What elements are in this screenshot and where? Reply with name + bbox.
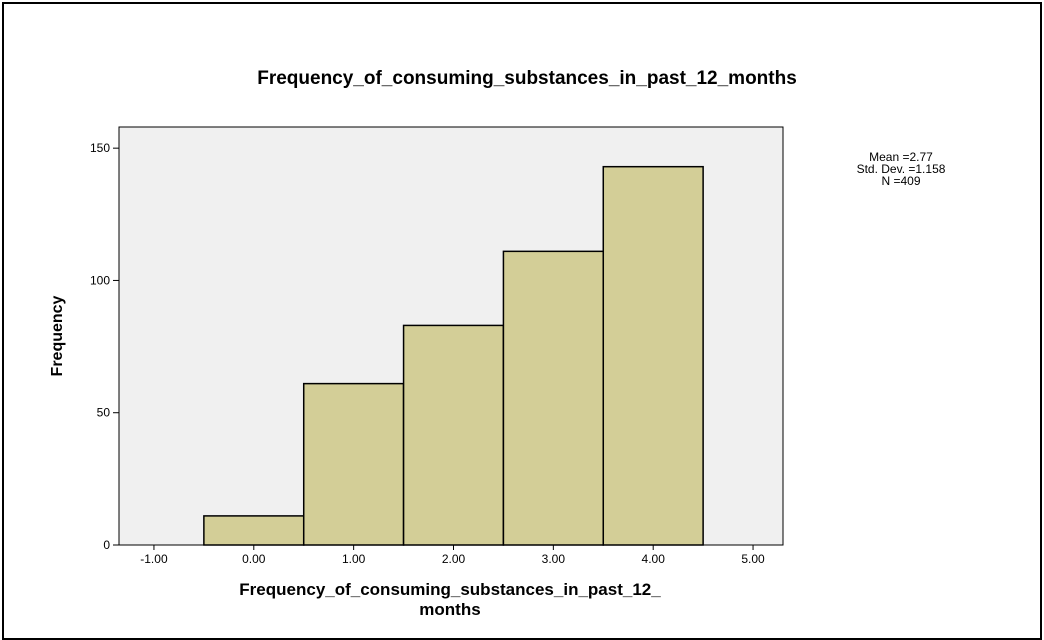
x-tick-label: 2.00 (442, 552, 466, 566)
x-tick-label: 4.00 (642, 552, 666, 566)
stat-std-dev: Std. Dev. =1.158 (857, 162, 946, 176)
y-tick-label: 150 (90, 141, 110, 155)
x-axis-label-line-2: months (419, 600, 480, 619)
y-tick-label: 0 (103, 538, 110, 552)
histogram-bar-3.00 (502, 250, 605, 546)
x-tick-label: 3.00 (542, 552, 566, 566)
stat-mean: Mean =2.77 (869, 150, 933, 164)
x-tick-label: 5.00 (741, 552, 765, 566)
stat-n: N =409 (881, 174, 920, 188)
y-axis: 0 50 100 150 (90, 141, 119, 552)
y-axis-label: Frequency (49, 295, 66, 376)
x-tick-label: 0.00 (242, 552, 266, 566)
x-tick-label: 1.00 (342, 552, 366, 566)
histogram-bar-4.00 (602, 165, 704, 546)
chart-title: Frequency_of_consuming_substances_in_pas… (257, 68, 797, 89)
x-axis-label-line-1: Frequency_of_consuming_substances_in_pas… (239, 580, 661, 599)
y-tick-label: 100 (90, 273, 110, 287)
y-tick-label: 50 (97, 406, 111, 420)
x-tick-label: -1.00 (140, 552, 168, 566)
x-axis: -1.00 0.00 1.00 2.00 3.00 4.00 5.00 (140, 545, 765, 566)
histogram-bar-2.00 (402, 324, 505, 546)
histogram-bar-0.00 (203, 515, 305, 546)
bars-group (203, 165, 704, 546)
histogram-bar-1.00 (302, 382, 405, 546)
